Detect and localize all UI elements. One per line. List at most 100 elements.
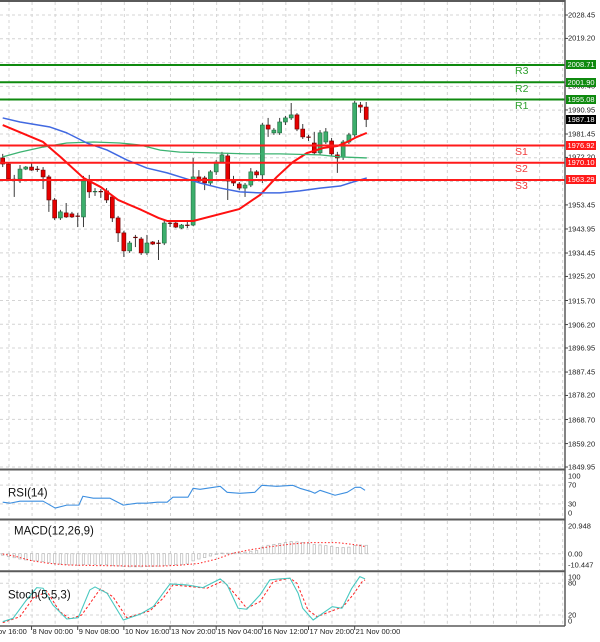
time-axis-label: 9 Nov 08:00 [78,627,120,636]
macd-histogram-bar [58,553,62,565]
candle [23,166,29,171]
candle-body-bear [150,241,156,245]
macd-histogram-bar [99,553,103,565]
macd-series [1,541,368,568]
candle-body-bear [363,106,369,120]
macd-histogram-bar [30,553,34,561]
candle-body-bull [283,117,288,123]
candle-body-bear [63,212,69,218]
candle-body-bear [173,222,179,228]
candle [156,239,161,260]
candle [185,222,190,229]
time-axis-label: 10 Nov 16:00 [124,627,170,636]
price-axis-label: 1859.20 [568,438,596,448]
candle [260,122,265,184]
candle-body-bear [300,128,306,138]
macd-histogram-bar [243,551,247,555]
macd-histogram-bar [122,553,126,567]
candle [306,134,311,141]
candle-body-bull [190,176,196,226]
candle-body-bear [0,157,5,165]
candle-body-bear [254,171,259,176]
rsi-axis-label: 70 [568,480,577,490]
level-label-r2: R2 [515,82,529,95]
candle [58,209,63,220]
candle [6,161,11,181]
candle [110,194,115,223]
macd-histogram-bar [318,544,322,555]
candle-body-bull [271,129,277,134]
price-axis-label: 1925.20 [568,271,596,281]
macd-signal-line [2,542,367,567]
candle [190,157,196,227]
candle-body-bull [288,114,294,119]
macd-histogram-bar [255,550,259,555]
candle-body-bear [115,217,121,234]
candle-body-bear [110,196,115,219]
candle-body-bear [311,142,317,154]
candle [265,117,271,137]
macd-histogram-bar [283,542,287,555]
candle [98,189,103,198]
candle-body-bull [144,242,150,254]
candle [283,115,288,126]
candle [133,234,138,248]
macd-histogram-bar [330,546,334,555]
candle-body-bull [277,121,282,134]
price-axis-label: 1972.20 [568,152,596,162]
macd-histogram-bar [289,541,293,555]
macd-histogram-bar [87,553,91,565]
macd-histogram-bar [191,553,195,562]
candle [69,211,75,218]
macd-histogram-bar [174,553,178,565]
candle [121,230,127,257]
candle [35,166,40,172]
stoch-axis-label: 0 [568,615,573,625]
macd-histogram-bar [81,553,86,565]
macd-histogram-bar [353,545,357,555]
candle-body-bear [138,238,144,254]
price-axis-label: 1915.70 [568,295,596,305]
price-axis-label: 1943.95 [568,224,596,234]
candle-body-bear [265,124,271,130]
candle [317,130,323,155]
candle-body-bear [40,169,46,178]
macd-histogram-bar [162,553,166,566]
price-axis-label: 1906.20 [568,319,596,329]
macd-histogram-bar [53,553,57,564]
stoch-series [2,576,366,624]
macd-histogram-bar [341,547,345,555]
price-axis-label: 1849.95 [568,462,596,472]
candle-body-bull [260,124,265,176]
level-label-r3: R3 [515,65,529,78]
macd-histogram-bar [203,553,207,558]
rsi-axis-label: 0 [568,508,573,518]
price-axis-label: 1878.20 [568,390,596,400]
macd-histogram-bar [364,544,368,555]
macd-histogram-bar [208,553,212,557]
macd-histogram-bar [139,553,143,568]
stoch-axis-label: 80 [568,578,577,588]
candle-body-bear [52,199,57,219]
price-axis-label: 1896.95 [568,343,596,353]
level-price-box-s1: 1976.92 [566,140,596,150]
price-axis-label: 1887.45 [568,367,596,377]
candle [92,188,98,196]
chart-frame [0,0,568,630]
candle [358,101,363,113]
candle-body-bull [317,132,323,154]
macd-histogram-bar [260,546,264,555]
macd-histogram-bar [335,547,339,555]
level-price-box-r3: 2008.71 [566,60,596,70]
candle [208,170,213,186]
macd-histogram-bar [76,553,80,566]
candle [236,181,242,191]
macd-axis-label: 0.00 [568,548,583,558]
macd-histogram-bar [145,553,149,567]
candle-body-bear [6,163,11,180]
macd-histogram-bar [347,546,351,555]
stoch-signal-line [2,577,366,624]
candle [352,100,357,137]
level-price-box-r2: 2001.90 [566,77,596,87]
